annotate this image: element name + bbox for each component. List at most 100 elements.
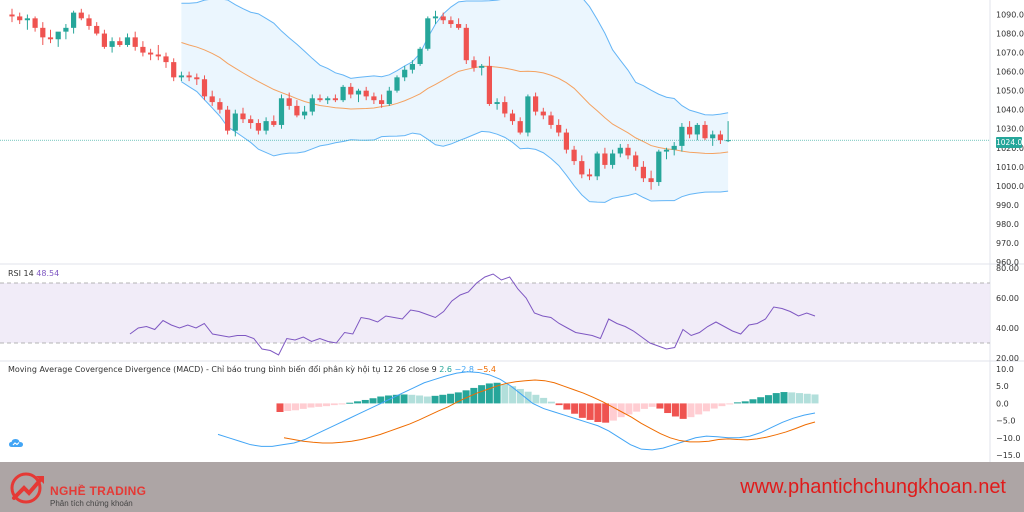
candle-body [263, 121, 269, 131]
macd-histogram-bar [493, 382, 501, 404]
candle-body [163, 56, 169, 63]
candle-body [679, 126, 685, 146]
price-axis-tick-label: 1040.0 [996, 106, 1024, 115]
candle-body [209, 96, 215, 103]
macd-histogram-bar [640, 403, 648, 409]
candle-body [548, 115, 554, 125]
current-price-tag: 1024.0 [996, 137, 1023, 148]
macd-histogram-bar [330, 403, 338, 406]
price-axis-tick-label: 1080.0 [996, 30, 1024, 39]
macd-line [217, 371, 816, 451]
macd-histogram-bar [733, 402, 741, 404]
macd-histogram-bar [509, 386, 517, 404]
candle-body [17, 16, 23, 21]
website-link[interactable]: www.phantichchungkhoan.net [740, 476, 1006, 498]
chart-arrow-logo-icon [10, 472, 44, 504]
macd-histogram-bar [780, 392, 788, 404]
macd-histogram-bar [392, 394, 400, 404]
candle-body [479, 65, 485, 68]
macd-histogram-bar [547, 401, 555, 404]
candle-body [225, 109, 231, 131]
macd-axis-tick-label: −15.0 [996, 451, 1021, 460]
macd-histogram-bar [299, 403, 307, 409]
candle-body [309, 98, 315, 112]
candle-body [486, 65, 492, 104]
candle-body [710, 134, 716, 139]
candle-body [124, 37, 131, 45]
candle-body [610, 153, 616, 165]
bollinger-upper-line [181, 0, 729, 116]
macd-histogram-bar [361, 399, 369, 404]
candle-body [717, 134, 723, 141]
candle-body [432, 16, 439, 19]
macd-histogram-bar [377, 396, 385, 404]
rsi-axis-tick-label: 80.00 [996, 264, 1019, 273]
macd-histogram-bar [431, 395, 439, 404]
candle-body [155, 54, 161, 57]
macd-histogram-bar [524, 391, 532, 404]
chart-canvas[interactable]: 1090.0 1080.0 1070.0 1060.0 1050.0 1040.0 1030… [0, 0, 1024, 462]
candle-body [617, 147, 623, 154]
candle-body [109, 41, 115, 47]
candle-body [63, 27, 69, 32]
candle-body [663, 149, 670, 152]
macd-histogram-bar [540, 397, 548, 404]
macd-histogram-bar [788, 392, 796, 404]
candle-body [386, 90, 392, 104]
chart-area[interactable]: 1090.0 1080.0 1070.0 1060.0 1050.0 1040.0 1030… [0, 0, 1024, 462]
macd-histogram-bar [369, 398, 377, 404]
candle-body [201, 79, 208, 97]
candle-body [248, 119, 254, 124]
candle-body [140, 46, 146, 53]
macd-histogram-bar [276, 403, 284, 412]
candle-body [55, 31, 61, 40]
macd-histogram-bar [454, 392, 462, 404]
macd-legend[interactable]: Moving Average Covergence Divergence (MA… [8, 365, 496, 374]
macd-histogram-bar [664, 403, 672, 414]
candle-body [186, 75, 192, 78]
candle-body [325, 98, 331, 101]
candle-body [332, 98, 338, 101]
candle-body [255, 123, 261, 131]
macd-histogram-bar [315, 403, 323, 407]
macd-histogram-bar [811, 394, 819, 404]
rsi-axis-tick-label: 60.00 [996, 294, 1019, 303]
macd-histogram-bar [354, 401, 362, 404]
footer-banner [0, 462, 1024, 512]
candle-body [148, 52, 154, 55]
macd-histogram-bar [447, 393, 455, 404]
macd-histogram-bar [338, 403, 346, 405]
candle-body [286, 98, 292, 106]
candle-body [456, 24, 462, 28]
macd-histogram-bar [516, 388, 524, 404]
macd-histogram-bar [718, 403, 726, 407]
candle-body [417, 48, 423, 65]
rsi-legend[interactable]: RSI 14 48.54 [8, 269, 59, 278]
macd-histogram-bar [757, 397, 765, 404]
moving-average-line [181, 42, 729, 154]
macd-histogram-bar [602, 403, 610, 423]
cloud-icon[interactable] [8, 437, 24, 449]
macd-histogram-bar [648, 403, 656, 407]
candle-body [586, 174, 593, 177]
candle-body [340, 86, 346, 101]
candle-body [533, 96, 539, 112]
macd-histogram-bar [284, 403, 292, 411]
macd-histogram-bar [478, 385, 486, 404]
candle-body [671, 145, 677, 150]
rsi-value: 48.54 [36, 269, 60, 278]
rsi-line [129, 273, 816, 356]
macd-histogram-bar [470, 387, 478, 404]
candle-body [371, 96, 377, 101]
candle-body [556, 124, 562, 133]
macd-histogram-bar [617, 403, 625, 418]
candle-body [540, 111, 546, 116]
macd-axis-tick-label: 10.0 [996, 365, 1014, 374]
macd-histogram-bar [687, 403, 695, 418]
candle-body [71, 12, 77, 28]
candle-body [625, 147, 631, 156]
macd-axis-tick-label: 0.0 [996, 399, 1009, 408]
candle-body [32, 18, 38, 28]
candle-body [402, 69, 408, 78]
bollinger-band-fill [181, 0, 729, 203]
